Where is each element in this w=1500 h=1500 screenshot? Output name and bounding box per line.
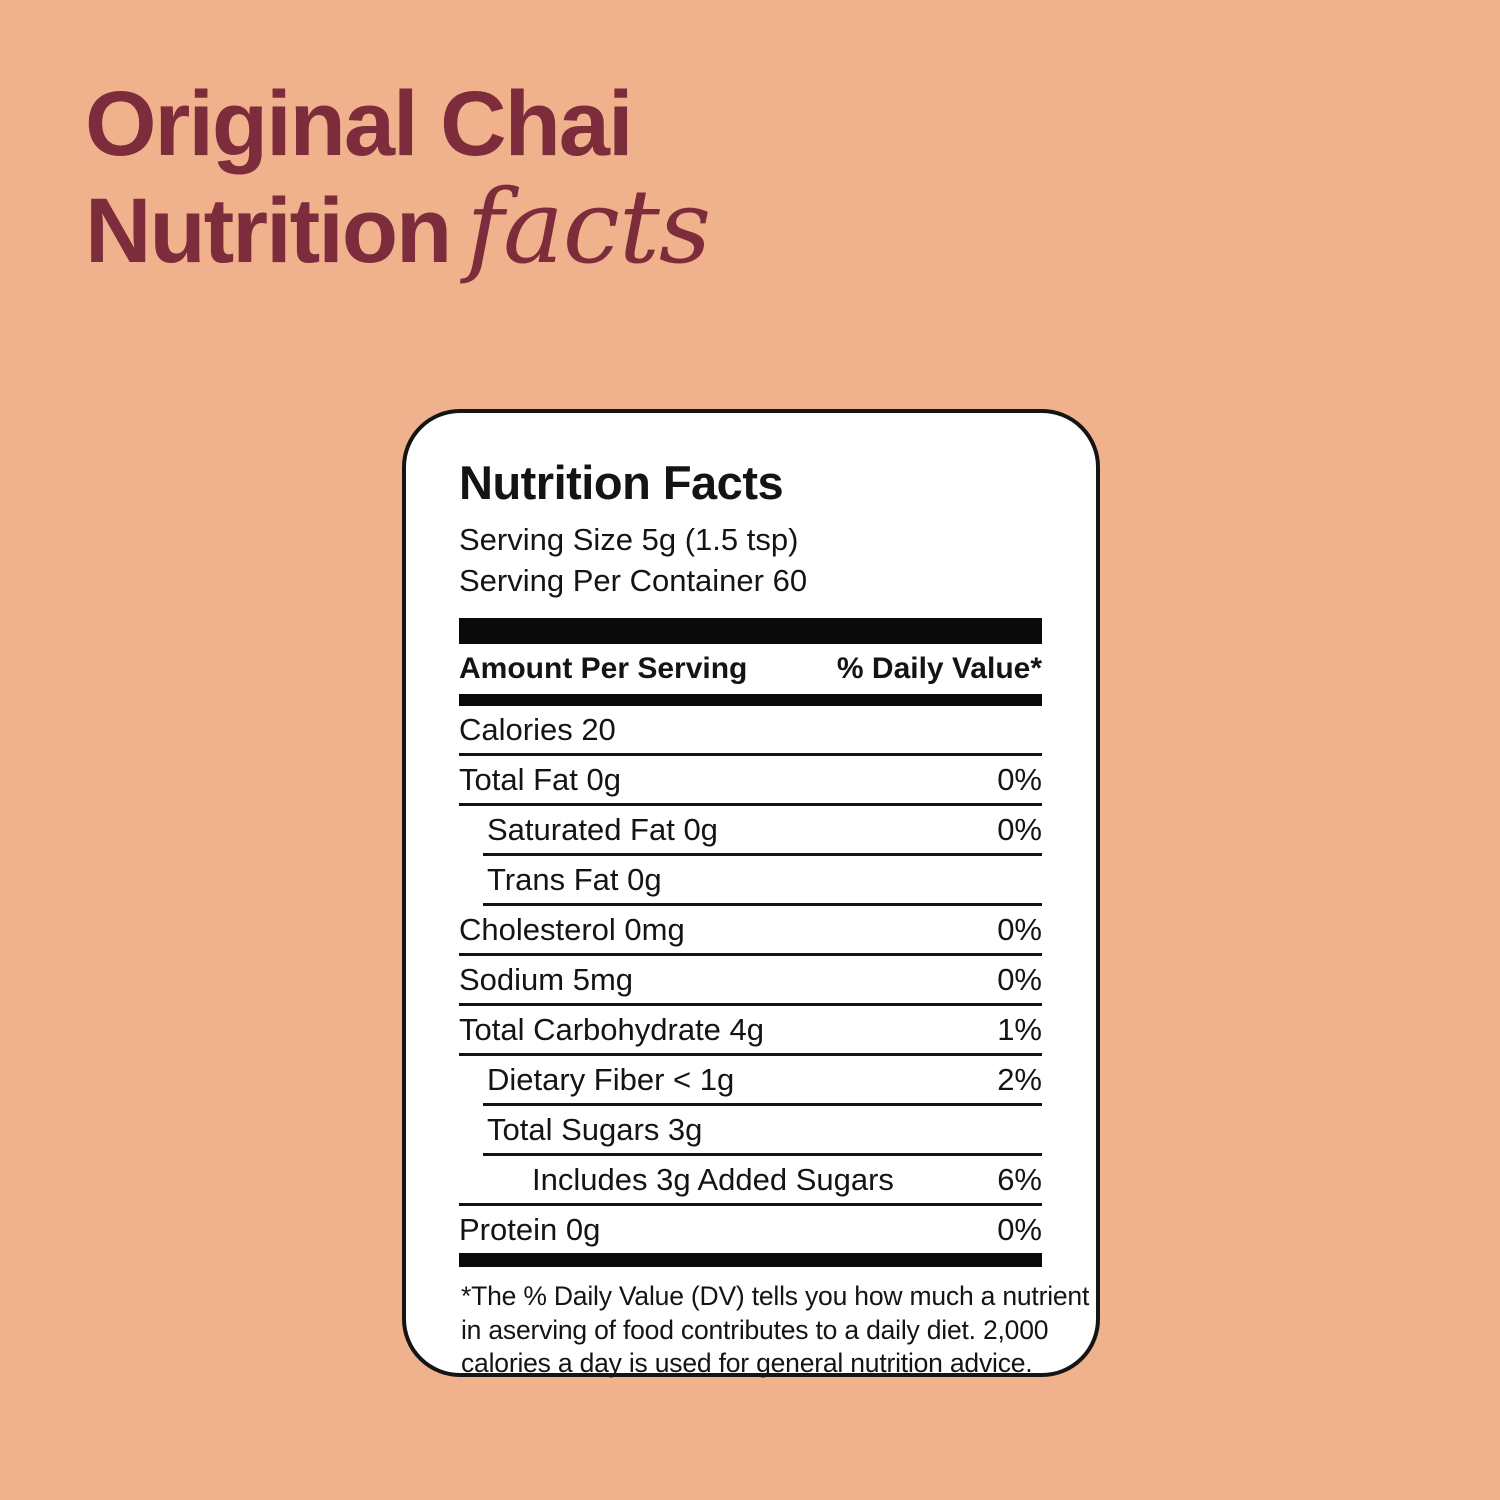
row-divider <box>483 1103 1042 1106</box>
nutrient-name: Includes 3g Added Sugars <box>532 1161 894 1197</box>
nutrient-value: 0% <box>997 1211 1042 1247</box>
page-title-line2-sans: Nutrition <box>85 180 452 282</box>
nutrient-value: 0% <box>997 811 1042 847</box>
nutrient-row-dietary-fiber: Dietary Fiber < 1g 2% <box>459 1056 1042 1103</box>
serving-size: Serving Size 5g (1.5 tsp) <box>459 522 799 557</box>
nutrient-name: Protein 0g <box>459 1211 601 1247</box>
nutrient-name: Total Carbohydrate 4g <box>459 1011 765 1047</box>
nutrient-row-total-fat: Total Fat 0g 0% <box>459 756 1042 803</box>
nutrient-name: Cholesterol 0mg <box>459 911 685 947</box>
row-divider <box>459 1053 1042 1056</box>
row-divider <box>483 853 1042 856</box>
nutrient-value: 6% <box>997 1161 1042 1197</box>
servings-per-container: Serving Per Container 60 <box>459 563 808 598</box>
footnote-line2: in aserving of food contributes to a dai… <box>461 1314 1049 1345</box>
separator-bar-medium <box>459 694 1042 706</box>
nutrient-row-added-sugars: Includes 3g Added Sugars 6% <box>459 1156 1042 1203</box>
nutrient-name: Total Sugars 3g <box>487 1111 703 1147</box>
row-divider <box>483 903 1042 906</box>
footnote-line3: calories a day is used for general nutri… <box>461 1348 1033 1378</box>
nutrient-value: 0% <box>997 761 1042 797</box>
nutrient-name: Trans Fat 0g <box>487 861 662 897</box>
nutrient-name: Sodium 5mg <box>459 961 634 997</box>
row-divider <box>459 753 1042 756</box>
row-divider <box>459 1203 1042 1206</box>
nutrient-value: 1% <box>997 1011 1042 1047</box>
nutrient-row-total-carbohydrate: Total Carbohydrate 4g 1% <box>459 1006 1042 1053</box>
separator-bar-thick-top <box>459 618 1042 644</box>
nutrient-row-sodium: Sodium 5mg 0% <box>459 956 1042 1003</box>
daily-value-footnote: *The % Daily Value (DV) tells you how mu… <box>459 1267 1090 1381</box>
column-header-amount: Amount Per Serving <box>459 652 748 685</box>
row-divider <box>459 1003 1042 1006</box>
row-divider <box>459 953 1042 956</box>
column-header-row: Amount Per Serving % Daily Value* <box>459 644 1042 694</box>
footnote-line1: *The % Daily Value (DV) tells you how mu… <box>461 1281 1090 1311</box>
page-title-line2-italic: facts <box>466 168 711 287</box>
nutrition-facts-label: Nutrition Facts Serving Size 5g (1.5 tsp… <box>402 409 1100 1378</box>
row-divider <box>459 803 1042 806</box>
page-title-line2: Nutrition facts <box>85 176 711 283</box>
nutrient-row-cholesterol: Cholesterol 0mg 0% <box>459 906 1042 953</box>
nutrient-value: 2% <box>997 1061 1042 1097</box>
nutrient-name: Calories 20 <box>459 711 616 747</box>
nutrient-value: 0% <box>997 911 1042 947</box>
row-divider <box>483 1153 1042 1156</box>
nutrient-row-total-sugars: Total Sugars 3g <box>459 1106 1042 1153</box>
column-header-daily-value: % Daily Value* <box>836 652 1042 685</box>
nutrient-value: 0% <box>997 961 1042 997</box>
separator-bar-thick-bottom <box>459 1253 1042 1267</box>
nutrient-name: Dietary Fiber < 1g <box>487 1061 735 1097</box>
page-title-line1: Original Chai <box>85 73 634 175</box>
nutrient-row-protein: Protein 0g 0% <box>459 1206 1042 1253</box>
nutrient-row-calories: Calories 20 <box>459 706 1042 753</box>
label-heading: Nutrition Facts <box>459 456 784 509</box>
nutrient-name: Total Fat 0g <box>459 761 621 797</box>
nutrient-row-saturated-fat: Saturated Fat 0g 0% <box>459 806 1042 853</box>
nutrient-row-trans-fat: Trans Fat 0g <box>459 856 1042 903</box>
nutrient-name: Saturated Fat 0g <box>487 811 718 847</box>
page-title: Original Chai Nutrition facts <box>85 72 711 283</box>
